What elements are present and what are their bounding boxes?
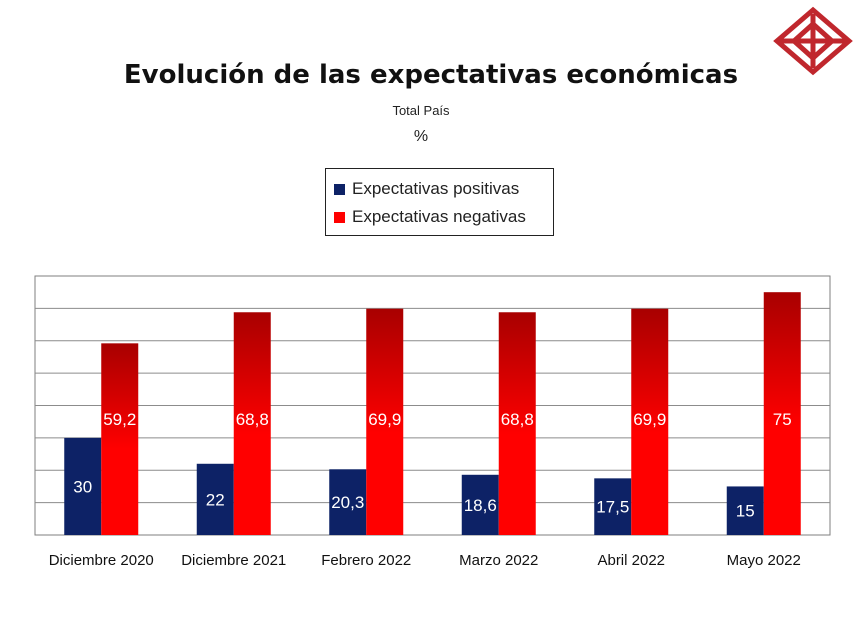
data-label-positive: 15 — [736, 502, 755, 521]
data-label-negative: 69,9 — [633, 410, 666, 429]
bar-negative — [366, 308, 404, 535]
bar-positive — [726, 486, 764, 535]
x-tick-label: Diciembre 2020 — [49, 552, 154, 569]
bar-positive — [461, 474, 499, 535]
chart-title: Evolución de las expectativas económicas — [123, 60, 739, 90]
legend-item-positive: Expectativas positivas — [334, 175, 545, 203]
x-tick-label: Mayo 2022 — [727, 552, 801, 569]
data-label-positive: 18,6 — [464, 496, 497, 515]
data-label-negative: 68,8 — [236, 410, 269, 429]
logo-icon — [773, 6, 853, 76]
x-tick-label: Diciembre 2021 — [181, 552, 286, 569]
data-label-positive: 20,3 — [331, 493, 364, 512]
chart-unit: % — [413, 128, 429, 145]
x-tick-label: Marzo 2022 — [459, 552, 538, 569]
legend-label-positive: Expectativas positivas — [352, 179, 520, 198]
data-label-positive: 17,5 — [596, 498, 629, 517]
legend-label-negative: Expectativas negativas — [352, 207, 526, 226]
bar-positive — [329, 469, 367, 535]
bar-negative — [101, 343, 139, 535]
x-tick-label: Febrero 2022 — [321, 552, 411, 569]
data-label-positive: 30 — [73, 477, 92, 496]
data-label-negative: 68,8 — [501, 410, 534, 429]
data-label-positive: 22 — [206, 490, 225, 509]
data-label-negative: 69,9 — [368, 410, 401, 429]
bar-positive — [64, 437, 102, 535]
bar-negative — [763, 292, 801, 535]
legend-item-negative: Expectativas negativas — [334, 203, 545, 231]
data-label-negative: 59,2 — [103, 410, 136, 429]
data-label-negative: 75 — [773, 410, 792, 429]
legend: Expectativas positivas Expectativas nega… — [325, 168, 554, 236]
legend-swatch-positive — [334, 183, 345, 195]
bar-negative — [233, 312, 271, 535]
legend-swatch-negative — [334, 211, 345, 223]
chart-subtitle: Total País — [392, 103, 450, 118]
x-tick-label: Abril 2022 — [597, 552, 665, 569]
bar-positive — [196, 463, 234, 535]
bar-positive — [594, 478, 632, 535]
bar-negative — [631, 308, 669, 535]
bar-negative — [498, 312, 536, 535]
